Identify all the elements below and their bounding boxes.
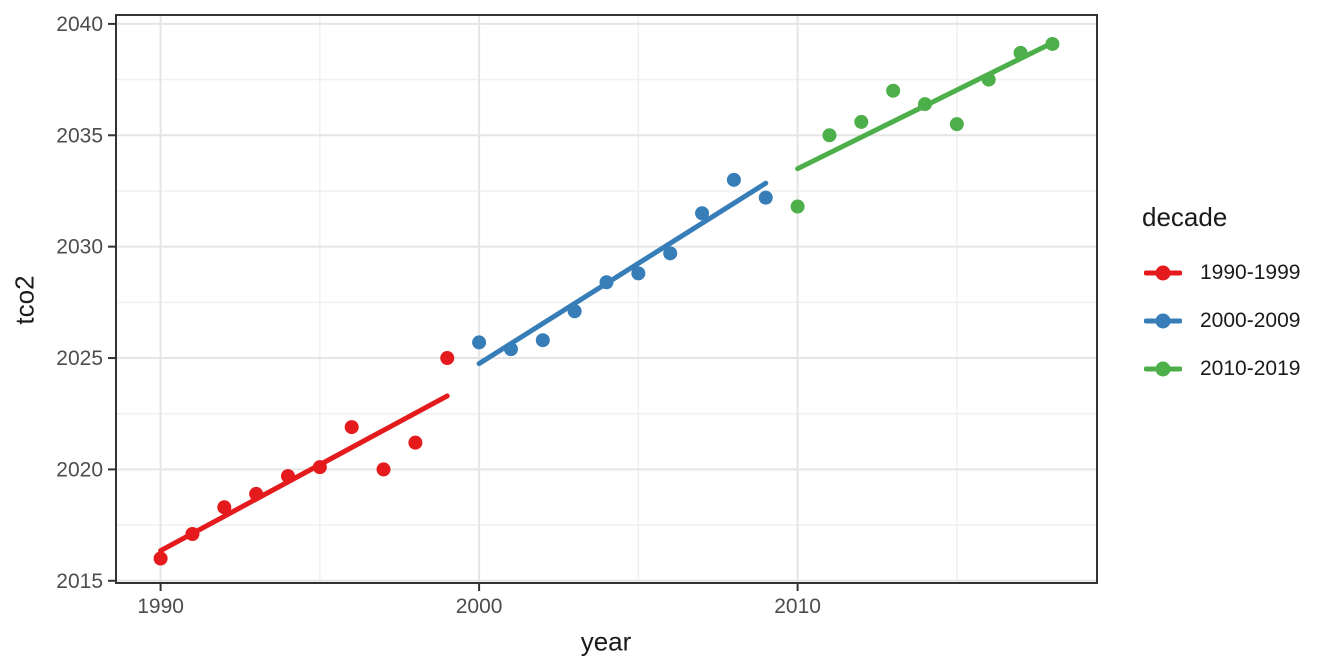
data-point: [822, 128, 837, 143]
x-tick-label: 2000: [456, 595, 503, 618]
legend-key-dot: [1155, 313, 1171, 329]
legend-title: decade: [1142, 202, 1228, 232]
data-point: [631, 266, 646, 281]
legend-item: 2010-2019: [1144, 355, 1300, 383]
trend-line: [476, 180, 769, 367]
y-tick-label: 2030: [56, 236, 103, 259]
legend-item-label: 1990-1999: [1200, 261, 1301, 284]
x-axis-title: year: [580, 626, 632, 657]
y-axis-title: tco2: [9, 275, 40, 325]
trend-line: [158, 393, 450, 554]
data-point: [758, 190, 773, 205]
legend-key-icon: [1144, 313, 1182, 329]
legend-key-dot: [1155, 361, 1171, 377]
legend-key-icon: [1144, 265, 1182, 281]
y-tick-label: 2020: [56, 458, 103, 481]
data-point: [695, 206, 710, 221]
data-point: [344, 420, 359, 435]
legend-item: 2000-2009: [1144, 307, 1300, 335]
x-tick-label: 2010: [774, 595, 821, 618]
data-point: [949, 117, 964, 132]
y-tick-label: 2015: [56, 570, 103, 593]
legend-item: 1990-1999: [1144, 259, 1300, 287]
legend: decade 1990-1999 2000-2009 2010-2019: [1142, 202, 1300, 403]
data-point: [854, 114, 869, 129]
data-point: [663, 246, 678, 261]
y-tick-label: 2025: [56, 347, 103, 370]
legend-key-icon: [1144, 361, 1182, 377]
legend-key-dot: [1155, 265, 1171, 281]
data-point: [790, 199, 805, 214]
panel-border: [115, 14, 1098, 584]
data-point: [535, 333, 550, 348]
legend-item-label: 2010-2019: [1200, 357, 1301, 380]
trend-line: [795, 40, 1055, 172]
data-point: [472, 335, 487, 350]
data-point: [886, 83, 901, 98]
data-point: [726, 172, 741, 187]
data-point: [376, 462, 391, 477]
y-tick-label: 2040: [56, 13, 103, 36]
data-point: [408, 435, 423, 450]
x-tick-label: 1990: [137, 595, 184, 618]
legend-item-label: 2000-2009: [1200, 309, 1301, 332]
data-point: [217, 500, 232, 515]
data-point: [153, 551, 168, 566]
data-point: [440, 351, 455, 366]
y-tick-label: 2035: [56, 124, 103, 147]
